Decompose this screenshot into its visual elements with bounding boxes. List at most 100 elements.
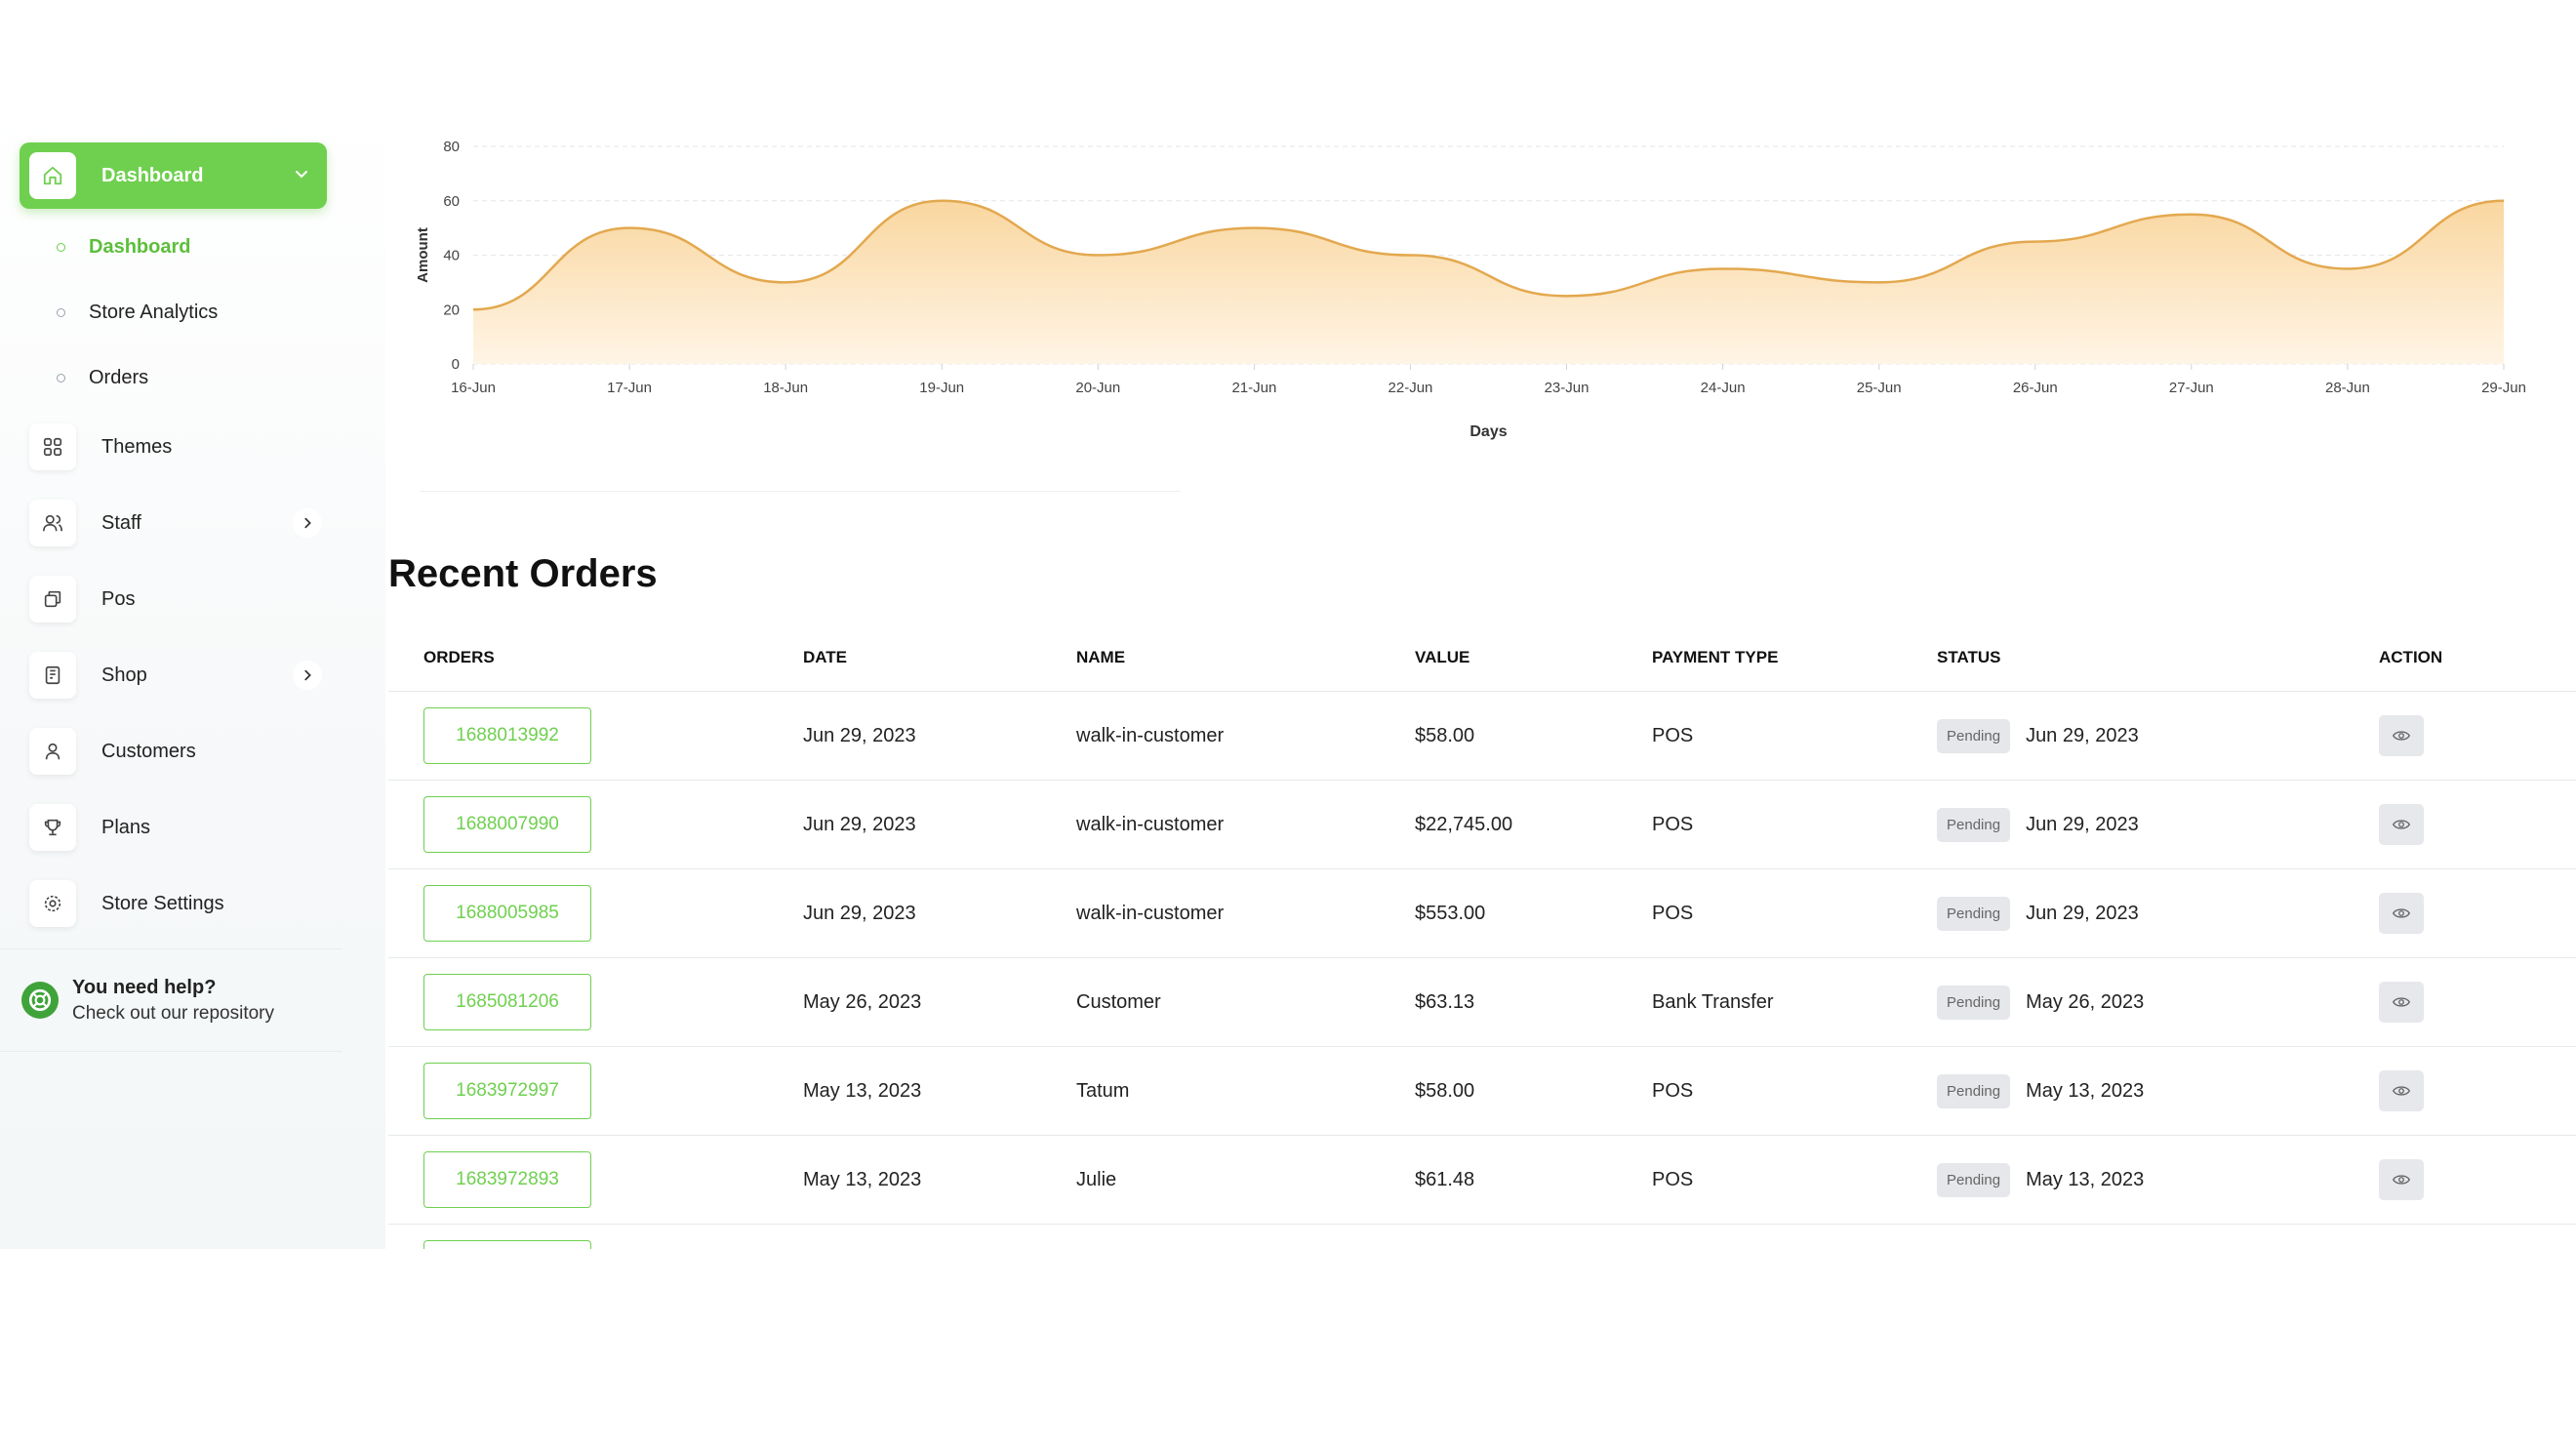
x-tick-label: 24-Jun (1701, 380, 1746, 396)
view-order-button[interactable] (2379, 982, 2424, 1023)
status-date: May 13, 2023 (2026, 1079, 2145, 1102)
pos-icon (29, 576, 76, 623)
order-date: Jun 29, 2023 (803, 813, 916, 835)
x-tick-label: 29-Jun (2481, 380, 2526, 396)
sidebar-item-plans[interactable]: Plans (29, 800, 322, 855)
column-header-value: VALUE (1415, 648, 1470, 666)
chevron-down-icon (294, 166, 309, 186)
eye-icon (2393, 908, 2410, 918)
sidebar-item-dashboard[interactable]: Dashboard (20, 142, 327, 209)
table-row: 1688007990 Jun 29, 2023 walk-in-customer… (388, 781, 2576, 869)
column-header-orders: ORDERS (423, 648, 495, 666)
orders-table: ORDERS DATE NAME VALUE PAYMENT TYPE STAT… (388, 624, 2576, 1249)
payment-type: POS (1652, 902, 1694, 924)
order-id-button[interactable]: 1688013992 (423, 707, 591, 764)
sidebar-item-label: Staff (101, 511, 141, 534)
x-tick-label: 16-Jun (451, 380, 496, 396)
app-window: Dashboard Dashboard Store Analytics Orde… (0, 98, 2576, 1249)
status-badge: Pending (1937, 718, 2011, 753)
x-tick-label: 20-Jun (1075, 380, 1120, 396)
eye-icon (2393, 1086, 2410, 1096)
table-row: 1688005985 Jun 29, 2023 walk-in-customer… (388, 869, 2576, 958)
status-badge: Pending (1937, 896, 2011, 931)
status-badge: Pending (1937, 807, 2011, 842)
column-header-payment-type: PAYMENT TYPE (1652, 648, 1779, 666)
status-date: Jun 29, 2023 (2026, 902, 2139, 924)
shop-icon (29, 652, 76, 699)
view-order-button[interactable] (2379, 1070, 2424, 1111)
x-tick-label: 27-Jun (2169, 380, 2214, 396)
sidebar-item-store-settings[interactable]: Store Settings (29, 876, 322, 931)
sidebar-item-pos[interactable]: Pos (29, 572, 322, 626)
chevron-right-icon[interactable] (293, 661, 322, 690)
sidebar-subitem-dashboard[interactable]: Dashboard (57, 232, 190, 262)
view-order-button[interactable] (2379, 804, 2424, 845)
sidebar-item-customers[interactable]: Customers (29, 724, 322, 779)
order-id-button[interactable]: 1683972893 (423, 1151, 591, 1208)
users-icon (29, 500, 76, 546)
y-axis-label: Amount (415, 227, 431, 283)
x-tick-label: 28-Jun (2325, 380, 2370, 396)
sidebar-item-staff[interactable]: Staff (29, 496, 322, 550)
x-axis-label: Days (1469, 423, 1507, 440)
order-date: Jun 29, 2023 (803, 902, 916, 924)
payment-type: Bank Transfer (1652, 990, 1774, 1013)
order-date: May 13, 2023 (803, 1168, 922, 1190)
y-tick-label: 80 (443, 139, 460, 155)
sidebar-item-themes[interactable]: Themes (29, 420, 322, 474)
order-id-button[interactable] (423, 1240, 591, 1249)
status-badge: Pending (1937, 1073, 2011, 1108)
order-id-button[interactable]: 1685081206 (423, 974, 591, 1030)
order-id-button[interactable]: 1683972997 (423, 1063, 591, 1119)
eye-icon (2393, 1175, 2410, 1185)
order-date: May 13, 2023 (803, 1079, 922, 1102)
order-value: $63.13 (1415, 990, 1475, 1013)
sidebar-item-shop[interactable]: Shop (29, 648, 322, 703)
view-order-button[interactable] (2379, 1159, 2424, 1200)
order-date: Jun 29, 2023 (803, 724, 916, 746)
eye-icon (2393, 820, 2410, 829)
trophy-icon (29, 804, 76, 851)
area-chart: 0 20 40 60 80 16-Jun 17-Jun 18-Jun 19-Jun 20-Jun… (415, 139, 2526, 440)
sidebar-subitem-label: Orders (89, 366, 149, 388)
help-card[interactable]: You need help? Check out our repository (0, 948, 342, 1052)
sidebar-subitem-orders[interactable]: Orders (57, 363, 148, 392)
x-tick-label: 23-Jun (1545, 380, 1590, 396)
customer-name: Julie (1076, 1168, 1117, 1190)
bullet-icon (57, 373, 65, 382)
order-value: $553.00 (1415, 902, 1486, 924)
customer-name: Customer (1076, 990, 1161, 1013)
help-link[interactable]: Check out our repository (72, 1002, 274, 1024)
x-tick-label: 18-Jun (763, 380, 808, 396)
chevron-right-icon[interactable] (293, 508, 322, 538)
table-header: ORDERS DATE NAME VALUE PAYMENT TYPE STAT… (388, 624, 2576, 692)
bullet-icon (57, 242, 65, 252)
order-id-button[interactable]: 1688005985 (423, 885, 591, 942)
payment-type: POS (1652, 724, 1694, 746)
status-date: Jun 29, 2023 (2026, 813, 2139, 835)
area-fill (473, 200, 2504, 364)
x-tick-label: 22-Jun (1389, 380, 1433, 396)
section-title: Recent Orders (388, 552, 658, 595)
view-order-button[interactable] (2379, 893, 2424, 934)
sidebar-subitem-label: Dashboard (89, 235, 191, 258)
view-order-button[interactable] (2379, 715, 2424, 756)
order-value: $22,745.00 (1415, 813, 1513, 835)
bullet-icon (57, 307, 65, 317)
status-badge: Pending (1937, 985, 2011, 1020)
sidebar-item-label: Pos (101, 587, 136, 610)
column-header-status: STATUS (1937, 648, 2001, 666)
x-tick-label: 17-Jun (607, 380, 652, 396)
status-badge: Pending (1937, 1162, 2011, 1197)
table-row: 1688013992 Jun 29, 2023 walk-in-customer… (388, 692, 2576, 781)
customer-name: walk-in-customer (1076, 902, 1225, 924)
sidebar-item-label: Plans (101, 816, 151, 838)
themes-grid-icon (29, 423, 76, 470)
payment-type: POS (1652, 1079, 1694, 1102)
sidebar: Dashboard Dashboard Store Analytics Orde… (0, 98, 385, 1249)
sidebar-subitem-store-analytics[interactable]: Store Analytics (57, 298, 218, 327)
order-id-button[interactable]: 1688007990 (423, 796, 591, 853)
x-tick-label: 19-Jun (919, 380, 964, 396)
payment-type: POS (1652, 1168, 1694, 1190)
settings-icon (29, 880, 76, 927)
